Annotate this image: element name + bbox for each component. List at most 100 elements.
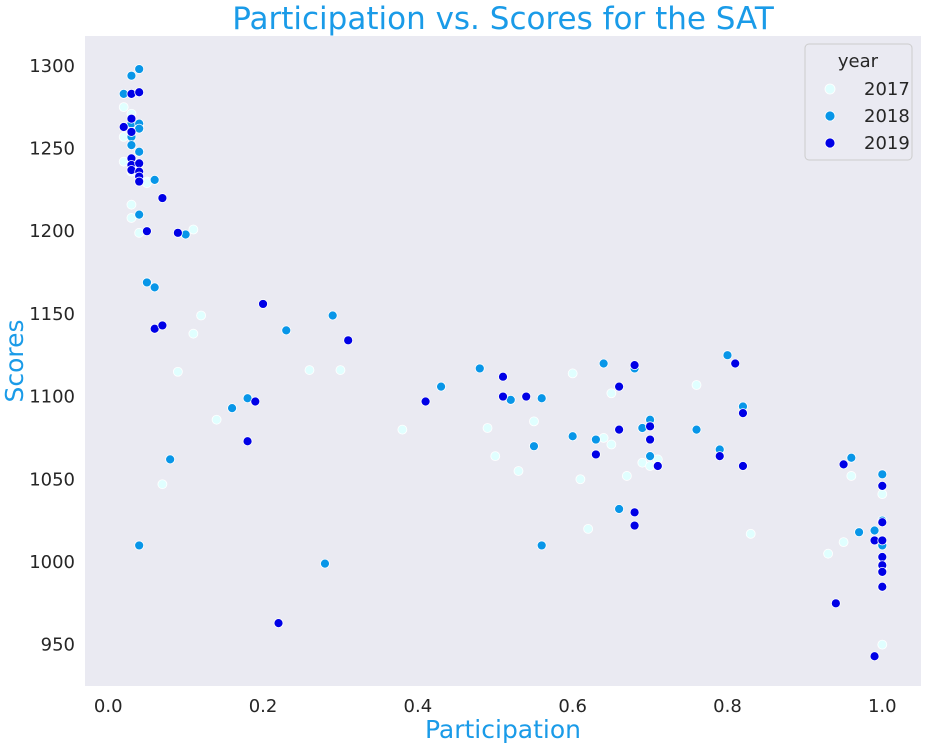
data-point-2017: [606, 439, 617, 450]
data-point-2017: [846, 471, 857, 481]
data-point-2019: [157, 320, 168, 331]
data-point-2018: [614, 504, 625, 514]
data-point-2019: [172, 227, 183, 238]
x-tick-labels: 0.0 0.2 0.4 0.6 0.8 1.0: [94, 696, 897, 717]
x-axis-label: Participation: [425, 715, 581, 744]
data-point-2019: [838, 459, 849, 470]
data-point-2017: [126, 199, 137, 210]
data-point-2017: [490, 451, 501, 462]
data-point-2018: [846, 452, 857, 463]
legend-marker-2017: [824, 83, 836, 95]
data-point-2017: [621, 471, 632, 481]
legend-label-2018: 2018: [864, 106, 910, 127]
data-point-2019: [652, 461, 663, 471]
data-point-2017: [877, 639, 888, 650]
data-point-2017: [745, 528, 756, 539]
y-tick-label: 1050: [29, 469, 75, 490]
data-point-2019: [134, 87, 145, 98]
y-tick-label: 1150: [29, 304, 75, 325]
data-point-2017: [335, 365, 346, 375]
data-point-2019: [614, 424, 625, 435]
data-point-2018: [165, 454, 176, 465]
data-point-2018: [536, 540, 547, 551]
x-tick-label: 0.2: [249, 696, 278, 717]
data-point-2019: [629, 360, 640, 371]
y-tick-label: 950: [41, 635, 75, 656]
data-point-2019: [420, 396, 431, 407]
data-point-2019: [645, 421, 655, 432]
data-point-2019: [629, 507, 640, 518]
data-point-2019: [242, 436, 253, 447]
x-tick-label: 0.0: [94, 696, 123, 717]
data-point-2017: [575, 474, 586, 485]
data-point-2018: [149, 282, 160, 293]
data-point-2018: [134, 146, 145, 157]
data-point-2019: [273, 618, 284, 629]
x-tick-label: 0.8: [713, 696, 742, 717]
legend-label-2017: 2017: [864, 79, 910, 100]
data-point-2018: [529, 441, 539, 452]
y-tick-label: 1300: [29, 56, 75, 77]
data-point-2019: [126, 127, 137, 137]
data-point-2017: [529, 416, 539, 427]
data-point-2018: [149, 174, 160, 185]
data-point-2019: [142, 226, 152, 237]
data-point-2019: [877, 535, 888, 546]
data-point-2019: [877, 581, 888, 592]
data-point-2018: [722, 350, 733, 361]
data-point-2019: [126, 113, 137, 124]
data-point-2017: [877, 489, 888, 500]
data-point-2019: [629, 520, 640, 531]
data-point-2017: [157, 479, 168, 490]
data-point-2018: [536, 393, 547, 404]
plot-area: [85, 36, 921, 686]
legend-label-2019: 2019: [864, 133, 910, 154]
data-point-2019: [714, 451, 725, 462]
data-point-2019: [250, 396, 261, 407]
data-point-2019: [730, 358, 741, 369]
data-point-2017: [397, 424, 408, 435]
data-point-2019: [877, 566, 888, 577]
data-point-2019: [157, 193, 168, 203]
x-tick-label: 1.0: [868, 696, 897, 717]
data-point-2017: [188, 224, 199, 235]
data-point-2019: [118, 122, 129, 132]
points-layer: [118, 64, 888, 662]
data-point-2017: [172, 366, 183, 377]
data-point-2017: [567, 368, 578, 379]
data-point-2018: [320, 558, 330, 569]
data-point-2017: [513, 466, 524, 476]
data-point-2018: [281, 325, 292, 336]
data-point-2018: [142, 277, 152, 288]
legend: year 2017 2018 2019: [804, 43, 913, 161]
data-point-2018: [877, 469, 888, 480]
data-point-2019: [738, 408, 748, 418]
y-tick-label: 1200: [29, 221, 75, 242]
data-point-2018: [869, 525, 880, 536]
y-tick-label: 1100: [29, 387, 75, 408]
x-tick-label: 0.6: [558, 696, 587, 717]
data-point-2019: [877, 552, 888, 562]
legend-title: year: [838, 51, 879, 72]
data-point-2019: [738, 461, 748, 471]
data-point-2017: [606, 388, 617, 399]
data-point-2017: [691, 380, 702, 390]
legend-marker-2019: [824, 137, 836, 149]
data-point-2018: [134, 540, 145, 551]
data-point-2017: [211, 414, 222, 425]
data-point-2017: [304, 365, 315, 375]
data-point-2017: [583, 523, 594, 534]
data-point-2019: [498, 391, 508, 402]
data-point-2018: [126, 140, 137, 151]
data-point-2018: [126, 70, 137, 81]
y-tick-label: 1000: [29, 552, 75, 573]
data-point-2019: [134, 158, 145, 169]
data-point-2018: [691, 424, 702, 435]
data-point-2018: [327, 310, 338, 321]
data-point-2019: [830, 598, 841, 609]
data-point-2018: [474, 363, 485, 374]
data-point-2019: [590, 449, 601, 460]
data-point-2019: [869, 651, 880, 662]
y-axis-label: Scores: [0, 319, 29, 402]
